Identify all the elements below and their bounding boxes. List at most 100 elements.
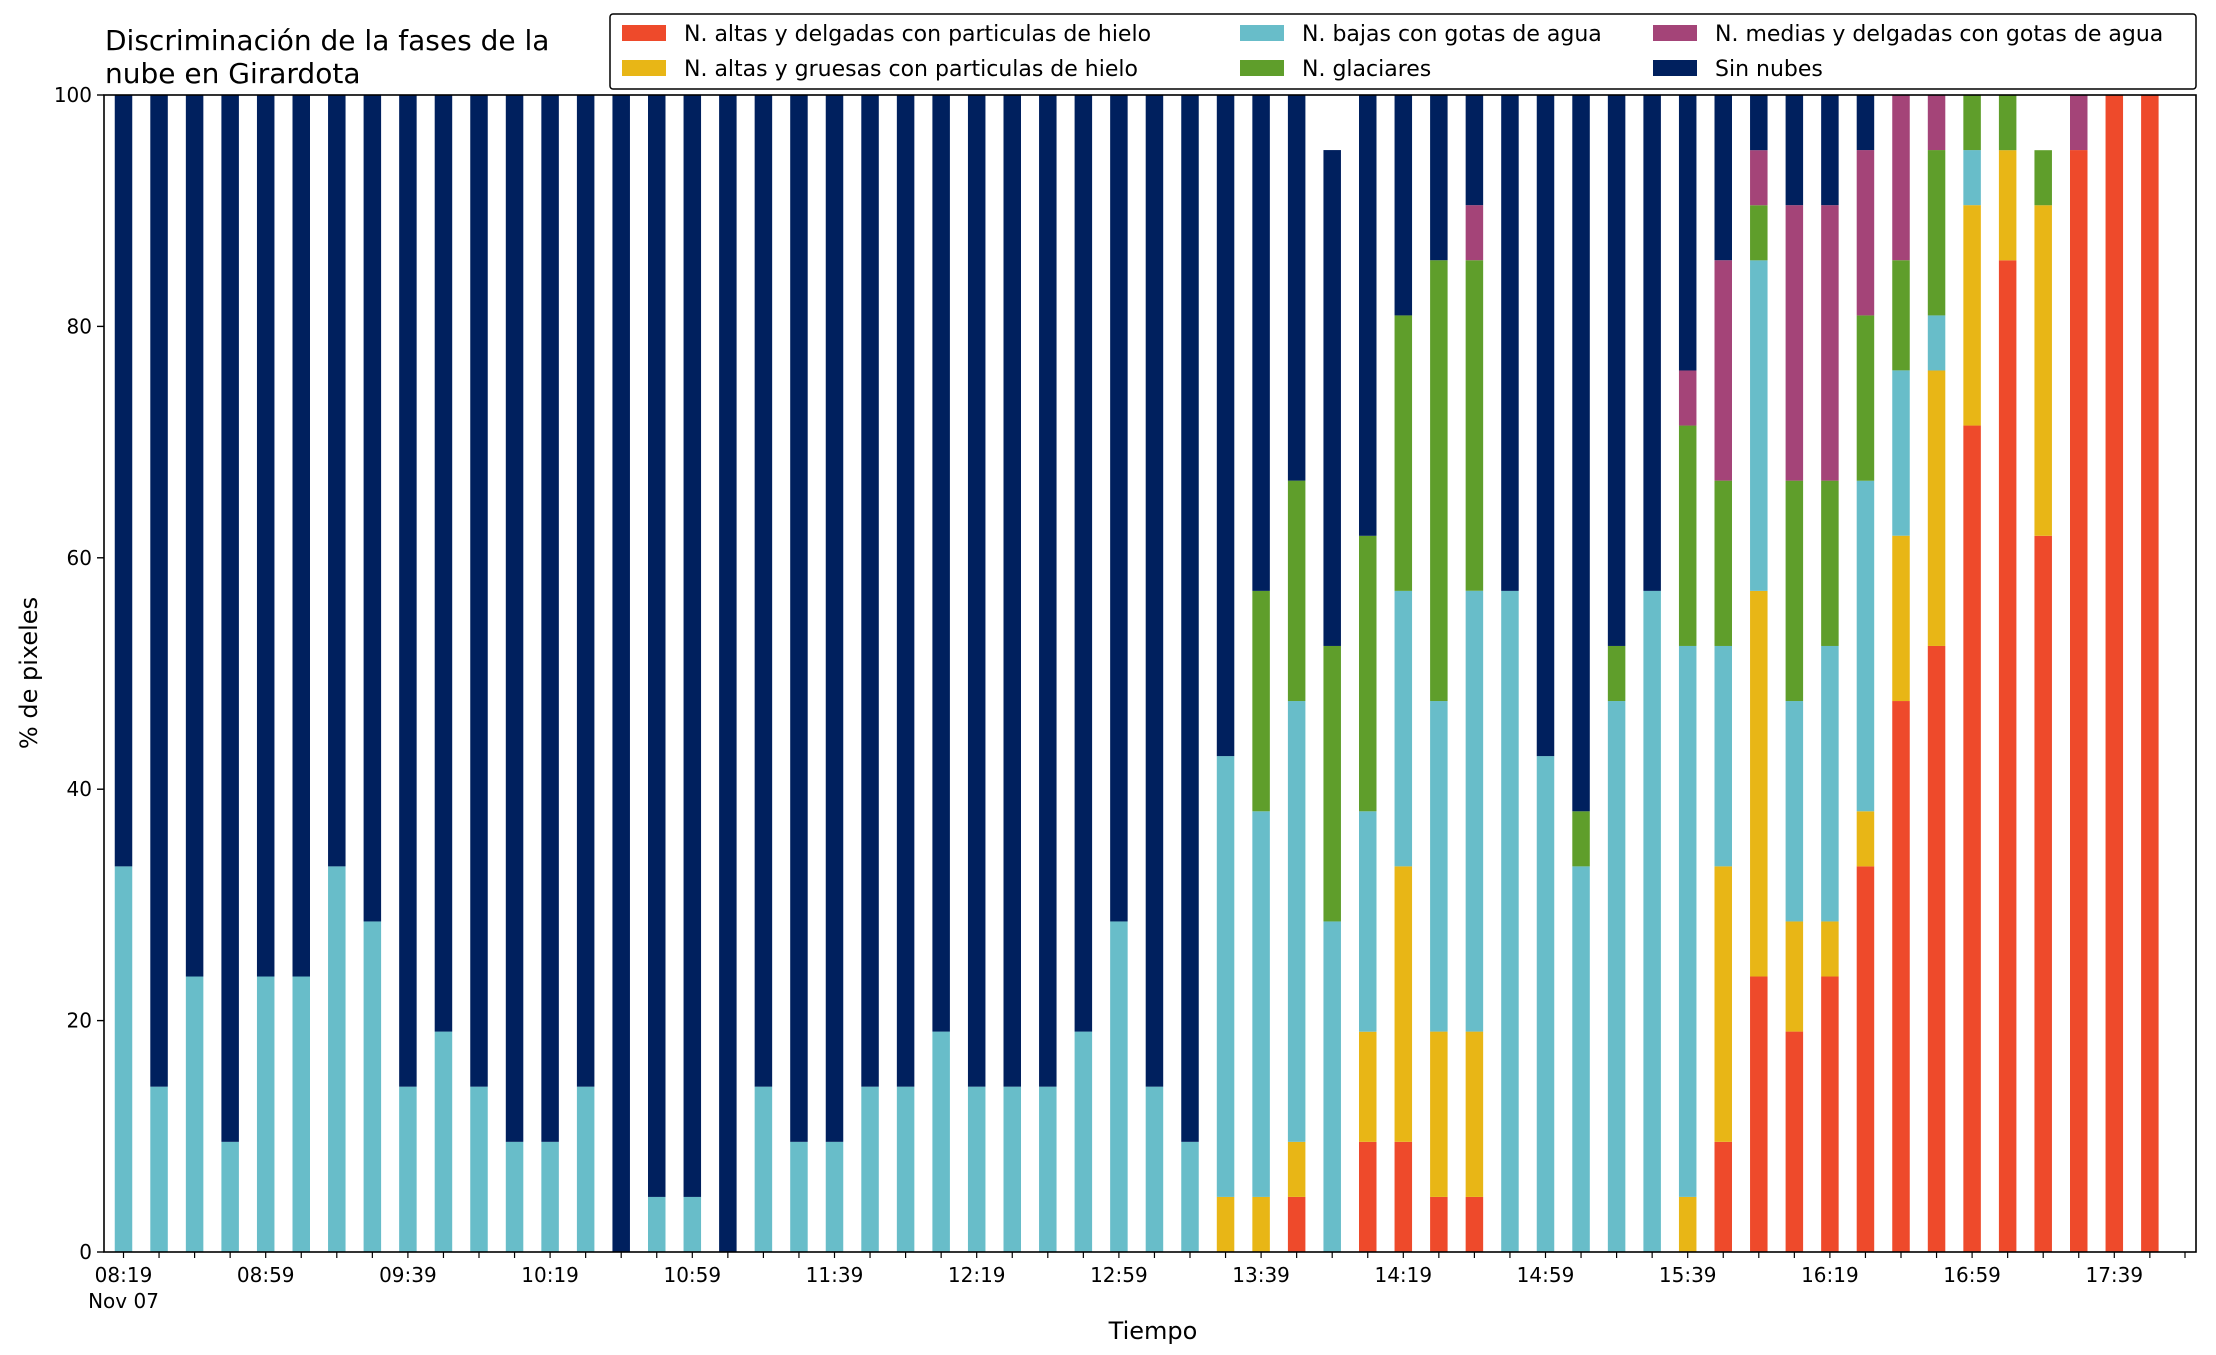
bar-segment-45-series-5 xyxy=(1714,95,1732,261)
bar-segment-52-series-3 xyxy=(1963,95,1981,151)
bar-segment-13-series-2 xyxy=(576,1086,595,1252)
bar-segment-2-series-5 xyxy=(185,95,204,977)
bar-segment-42-series-3 xyxy=(1607,645,1626,702)
y-tick-label: 100 xyxy=(54,83,92,107)
bar-segment-46-series-3 xyxy=(1750,205,1768,261)
legend-swatch-3 xyxy=(1240,60,1284,76)
bar-segment-33-series-5 xyxy=(1287,95,1306,481)
plot-frame xyxy=(103,94,2197,1253)
bar-segment-16-series-2 xyxy=(683,1196,702,1252)
legend-swatch-4 xyxy=(1653,25,1697,41)
bar-segment-14-series-5 xyxy=(612,95,630,1252)
bar-segment-8-series-2 xyxy=(399,1086,417,1252)
bar-segment-40-series-2 xyxy=(1536,756,1555,1252)
x-tick-label: 09:39 xyxy=(379,1263,437,1287)
bar-segment-27-series-2 xyxy=(1074,1031,1093,1252)
x-tick-label: 17:39 xyxy=(2085,1263,2143,1287)
bar-segment-31-series-5 xyxy=(1216,95,1235,757)
bar-segment-49-series-0 xyxy=(1856,866,1875,1252)
x-tick-label: 12:59 xyxy=(1090,1263,1148,1287)
bar-segment-51-series-0 xyxy=(1927,645,1946,1252)
bar-segment-3-series-2 xyxy=(221,1141,239,1252)
bar-segment-13-series-5 xyxy=(576,95,595,1087)
bar-segment-52-series-0 xyxy=(1963,425,1981,1252)
legend-swatch-5 xyxy=(1653,60,1697,76)
bar-segment-8-series-5 xyxy=(399,95,417,1087)
bar-segment-12-series-2 xyxy=(541,1141,559,1252)
x-tick-label: 10:59 xyxy=(663,1263,721,1287)
bar-segment-18-series-2 xyxy=(754,1086,773,1252)
bar-segment-50-series-2 xyxy=(1892,370,1910,536)
bar-segment-45-series-2 xyxy=(1714,645,1732,867)
bar-segment-50-series-0 xyxy=(1892,701,1910,1252)
legend-label-0: N. altas y delgadas con particulas de hi… xyxy=(684,22,1151,47)
bar-segment-32-series-1 xyxy=(1252,1196,1270,1252)
bar-segment-46-series-0 xyxy=(1750,976,1768,1252)
bar-segment-50-series-3 xyxy=(1892,260,1910,371)
bar-segment-22-series-5 xyxy=(896,95,915,1087)
bar-segment-19-series-5 xyxy=(790,95,808,1142)
y-tick-label: 80 xyxy=(67,314,92,338)
legend: N. altas y delgadas con particulas de hi… xyxy=(609,13,2197,90)
bar-segment-7-series-5 xyxy=(363,95,382,922)
bar-segment-40-series-5 xyxy=(1536,95,1555,757)
bar-segment-36-series-1 xyxy=(1394,866,1413,1142)
bar-segment-11-series-5 xyxy=(505,95,524,1142)
bar-segment-48-series-1 xyxy=(1821,921,1839,977)
x-axis: 08:19 08:59 09:39 10:19 10:59 11:39 12:19 12:59… xyxy=(88,1252,2186,1313)
bar-segment-0-series-5 xyxy=(114,95,133,867)
bar-segment-21-series-2 xyxy=(861,1086,879,1252)
bar-segment-15-series-5 xyxy=(648,95,666,1197)
bar-segment-39-series-5 xyxy=(1501,95,1519,591)
bar-segment-35-series-0 xyxy=(1359,1141,1377,1252)
bar-segment-6-series-5 xyxy=(328,95,346,867)
bar-segment-9-series-5 xyxy=(434,95,453,1032)
bar-segment-31-series-2 xyxy=(1216,756,1235,1197)
bar-segment-54-series-3 xyxy=(2034,150,2052,206)
bar-segment-4-series-5 xyxy=(256,95,275,977)
bar-segment-33-series-0 xyxy=(1287,1196,1306,1252)
bar-segment-30-series-2 xyxy=(1181,1141,1199,1252)
bar-segment-38-series-4 xyxy=(1465,205,1484,261)
bar-segment-49-series-2 xyxy=(1856,480,1875,812)
bar-segment-16-series-5 xyxy=(683,95,702,1197)
bar-segment-5-series-5 xyxy=(292,95,310,977)
bar-segment-32-series-5 xyxy=(1252,95,1270,591)
bar-segment-46-series-4 xyxy=(1750,150,1768,206)
bar-segment-2-series-2 xyxy=(185,976,204,1252)
bar-segment-25-series-5 xyxy=(1003,95,1021,1087)
bar-segment-1-series-5 xyxy=(150,95,168,1087)
bar-segment-24-series-2 xyxy=(967,1086,986,1252)
bar-segment-30-series-5 xyxy=(1181,95,1199,1142)
bar-segment-33-series-1 xyxy=(1287,1141,1306,1197)
bar-segment-47-series-2 xyxy=(1785,701,1804,922)
y-axis: 0 20 40 60 80 100 xyxy=(54,83,104,1264)
chart-title-line-2: nube en Girardota xyxy=(105,57,360,90)
bar-segment-9-series-2 xyxy=(434,1031,453,1252)
bar-segment-46-series-2 xyxy=(1750,260,1768,591)
bar-segment-50-series-4 xyxy=(1892,95,1910,261)
y-tick-label: 60 xyxy=(67,546,92,570)
bar-segment-51-series-4 xyxy=(1927,95,1946,151)
bar-segment-45-series-1 xyxy=(1714,866,1732,1142)
bar-segment-49-series-3 xyxy=(1856,315,1875,481)
bar-segment-51-series-2 xyxy=(1927,315,1946,371)
bar-segment-42-series-5 xyxy=(1607,95,1626,646)
bar-segment-43-series-5 xyxy=(1643,95,1661,591)
bar-segment-48-series-4 xyxy=(1821,205,1839,481)
bar-segment-38-series-1 xyxy=(1465,1031,1484,1197)
bar-segment-26-series-5 xyxy=(1039,95,1057,1087)
bar-segment-52-series-2 xyxy=(1963,150,1981,206)
bar-segment-47-series-0 xyxy=(1785,1031,1804,1252)
bar-segment-38-series-5 xyxy=(1465,95,1484,206)
bar-segment-45-series-4 xyxy=(1714,260,1732,481)
bar-segment-55-series-4 xyxy=(2070,95,2088,151)
bar-segment-36-series-5 xyxy=(1394,95,1413,316)
bar-segment-49-series-4 xyxy=(1856,150,1875,316)
bar-segment-54-series-1 xyxy=(2034,205,2052,536)
bar-segment-3-series-5 xyxy=(221,95,239,1142)
bar-segment-49-series-5 xyxy=(1856,95,1875,151)
bar-segment-46-series-1 xyxy=(1750,590,1768,977)
y-axis-label: % de pixeles xyxy=(15,597,43,749)
bar-segment-20-series-2 xyxy=(825,1141,844,1252)
